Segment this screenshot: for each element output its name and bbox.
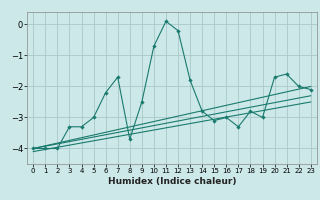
X-axis label: Humidex (Indice chaleur): Humidex (Indice chaleur) — [108, 177, 236, 186]
